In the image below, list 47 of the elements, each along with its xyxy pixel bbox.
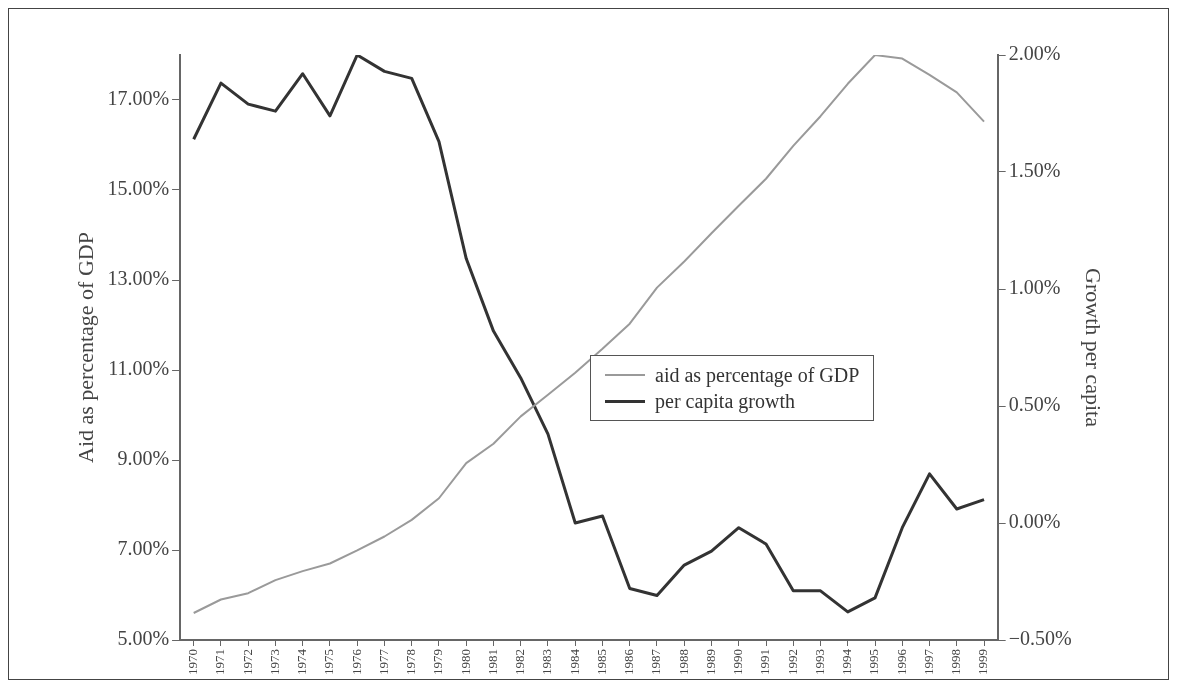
x-tick-label: 1984 bbox=[566, 648, 582, 675]
x-tick-label: 1987 bbox=[648, 648, 664, 675]
x-tick-label: 1978 bbox=[403, 649, 419, 675]
x-tick-label: 1988 bbox=[675, 649, 691, 675]
x-tick-label: 1973 bbox=[266, 649, 282, 675]
y-tick-label: 15.00% bbox=[107, 177, 170, 200]
x-tick-label: 1990 bbox=[730, 649, 746, 675]
y2-tick-label: 0.00% bbox=[1008, 510, 1061, 533]
y2-tick-label: 2.00% bbox=[1008, 42, 1061, 65]
x-tick-label: 1986 bbox=[621, 648, 637, 675]
legend-label: aid as percentage of GDP bbox=[655, 363, 860, 387]
y-tick-label: 5.00% bbox=[117, 627, 170, 650]
x-tick-label: 1985 bbox=[593, 649, 609, 675]
y-tick-label: 13.00% bbox=[107, 267, 170, 290]
y-axis-title: Aid as percentage of GDP bbox=[72, 232, 98, 463]
y-tick-label: 17.00% bbox=[107, 87, 170, 110]
legend-label: per capita growth bbox=[655, 389, 795, 413]
y2-tick-label: 0.50% bbox=[1008, 393, 1061, 416]
y2-tick-label: 1.50% bbox=[1008, 159, 1061, 182]
x-tick-label: 1980 bbox=[457, 649, 473, 675]
x-tick-label: 1982 bbox=[512, 649, 528, 675]
x-tick-label: 1971 bbox=[212, 649, 228, 675]
x-tick-label: 1979 bbox=[430, 649, 446, 675]
x-tick-label: 1977 bbox=[375, 648, 391, 675]
y-tick-label: 11.00% bbox=[108, 357, 170, 380]
x-tick-label: 1975 bbox=[321, 649, 337, 675]
x-tick-label: 1989 bbox=[702, 649, 718, 675]
x-tick-label: 1992 bbox=[784, 649, 800, 675]
y2-tick-label: −0.50% bbox=[1008, 627, 1072, 650]
x-tick-label: 1970 bbox=[185, 649, 201, 675]
x-tick-label: 1981 bbox=[484, 649, 500, 675]
x-tick-label: 1974 bbox=[294, 648, 310, 675]
x-tick-label: 1999 bbox=[975, 649, 991, 675]
x-tick-label: 1998 bbox=[948, 649, 964, 675]
x-tick-label: 1996 bbox=[893, 648, 909, 675]
y-tick-label: 7.00% bbox=[117, 537, 170, 560]
x-tick-label: 1972 bbox=[239, 649, 255, 675]
y2-tick-label: 1.00% bbox=[1008, 276, 1061, 299]
x-tick-label: 1976 bbox=[348, 648, 364, 675]
x-tick-label: 1997 bbox=[920, 648, 936, 675]
x-tick-label: 1994 bbox=[839, 648, 855, 675]
y2-axis-title: Growth per capita bbox=[1081, 268, 1107, 428]
x-tick-label: 1983 bbox=[539, 649, 555, 675]
x-tick-label: 1995 bbox=[866, 649, 882, 675]
x-tick-label: 1993 bbox=[811, 649, 827, 675]
x-tick-label: 1991 bbox=[757, 649, 773, 675]
y-tick-label: 9.00% bbox=[117, 447, 170, 470]
